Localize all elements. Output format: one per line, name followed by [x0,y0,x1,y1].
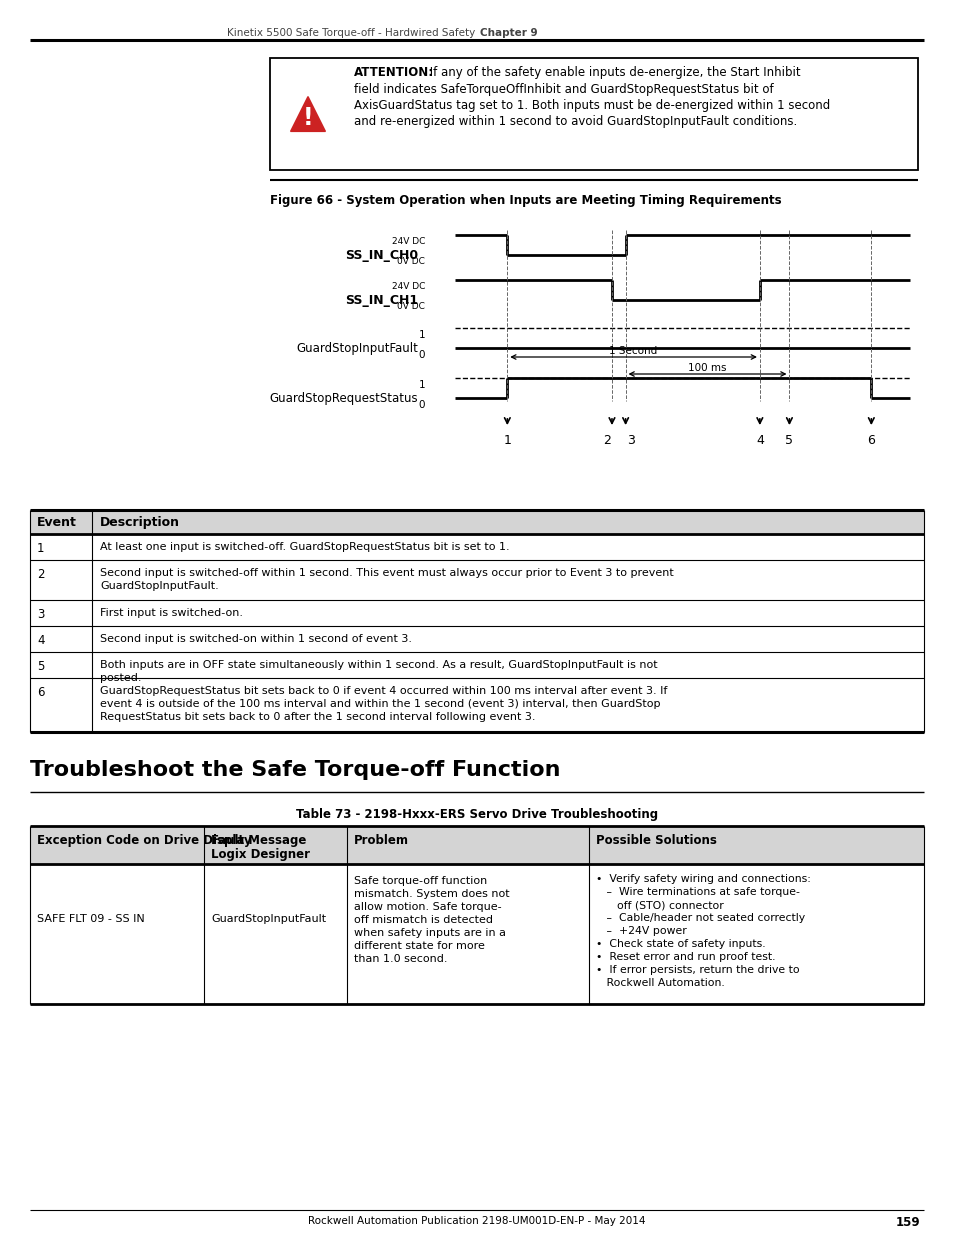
Text: different state for more: different state for more [354,941,485,951]
Text: event 4 is outside of the 100 ms interval and within the 1 second (event 3) inte: event 4 is outside of the 100 ms interva… [100,699,659,709]
Text: 0V DC: 0V DC [396,303,424,311]
Text: Exception Code on Drive Display: Exception Code on Drive Display [37,834,252,847]
Text: off mismatch is detected: off mismatch is detected [354,915,493,925]
Text: Table 73 - 2198-Hxxx-ERS Servo Drive Troubleshooting: Table 73 - 2198-Hxxx-ERS Servo Drive Tro… [295,808,658,821]
Text: RequestStatus bit sets back to 0 after the 1 second interval following event 3.: RequestStatus bit sets back to 0 after t… [100,713,535,722]
Text: –  +24V power: – +24V power [595,926,686,936]
Text: –  Wire terminations at safe torque-: – Wire terminations at safe torque- [595,887,799,897]
FancyBboxPatch shape [270,58,917,170]
Text: –  Cable/header not seated correctly: – Cable/header not seated correctly [595,913,804,923]
Text: Event: Event [37,516,77,529]
Text: Second input is switched-on within 1 second of event 3.: Second input is switched-on within 1 sec… [100,634,412,643]
Text: 4: 4 [755,433,763,447]
Text: 4: 4 [37,634,45,647]
Text: 0: 0 [418,350,424,359]
Text: 159: 159 [895,1216,919,1229]
Polygon shape [291,96,325,131]
Text: mismatch. System does not: mismatch. System does not [354,889,510,899]
Text: Rockwell Automation.: Rockwell Automation. [595,978,723,988]
Text: than 1.0 second.: than 1.0 second. [354,953,447,965]
Text: 0V DC: 0V DC [396,257,424,266]
Bar [270,58,917,170]
Text: •  Check state of safety inputs.: • Check state of safety inputs. [595,939,764,948]
Text: GuardStopInputFault.: GuardStopInputFault. [100,580,218,592]
Text: Possible Solutions: Possible Solutions [595,834,716,847]
Text: Rockwell Automation Publication 2198-UM001D-EN-P - May 2014: Rockwell Automation Publication 2198-UM0… [308,1216,645,1226]
Text: •  Verify safety wiring and connections:: • Verify safety wiring and connections: [595,874,810,884]
Bar [30,510,923,534]
Text: when safety inputs are in a: when safety inputs are in a [354,927,506,939]
Bar [30,826,923,864]
Text: GuardStopInputFault: GuardStopInputFault [295,342,417,354]
Text: At least one input is switched-off. GuardStopRequestStatus bit is set to 1.: At least one input is switched-off. Guar… [100,542,509,552]
Text: Logix Designer: Logix Designer [212,848,310,861]
Text: Troubleshoot the Safe Torque-off Function: Troubleshoot the Safe Torque-off Functio… [30,760,560,781]
Text: 24V DC: 24V DC [392,282,424,291]
Text: First input is switched-on.: First input is switched-on. [100,608,243,618]
Text: 5: 5 [37,659,45,673]
Text: 3: 3 [37,608,45,621]
Text: 6: 6 [866,433,874,447]
Text: 1 Second: 1 Second [609,346,657,356]
Text: 1: 1 [418,330,424,340]
Text: Figure 66 - System Operation when Inputs are Meeting Timing Requirements: Figure 66 - System Operation when Inputs… [270,194,781,207]
Text: Kinetix 5500 Safe Torque-off - Hardwired Safety: Kinetix 5500 Safe Torque-off - Hardwired… [227,28,475,38]
Text: Problem: Problem [354,834,409,847]
Text: 0: 0 [418,400,424,410]
Text: posted.: posted. [100,673,141,683]
Text: and re-energized within 1 second to avoid GuardStopInputFault conditions.: and re-energized within 1 second to avoi… [354,116,797,128]
Text: GuardStopInputFault: GuardStopInputFault [212,914,326,924]
Text: Chapter 9: Chapter 9 [479,28,537,38]
Text: If any of the safety enable inputs de-energize, the Start Inhibit: If any of the safety enable inputs de-en… [426,65,800,79]
Text: 24V DC: 24V DC [392,237,424,246]
Text: 1: 1 [37,542,45,555]
Text: Fault Message: Fault Message [212,834,306,847]
Text: 2: 2 [602,433,610,447]
Text: Second input is switched-off within 1 second. This event must always occur prior: Second input is switched-off within 1 se… [100,568,673,578]
Text: 3: 3 [626,433,634,447]
Text: allow motion. Safe torque-: allow motion. Safe torque- [354,902,501,911]
Text: Description: Description [100,516,180,529]
Text: •  If error persists, return the drive to: • If error persists, return the drive to [595,965,799,974]
Text: field indicates SafeTorqueOffInhibit and GuardStopRequestStatus bit of: field indicates SafeTorqueOffInhibit and… [354,83,773,95]
Text: off (STO) connector: off (STO) connector [595,900,722,910]
Text: Both inputs are in OFF state simultaneously within 1 second. As a result, GuardS: Both inputs are in OFF state simultaneou… [100,659,657,671]
Text: GuardStopRequestStatus bit sets back to 0 if event 4 occurred within 100 ms inte: GuardStopRequestStatus bit sets back to … [100,685,667,697]
Text: SS_IN_CH0: SS_IN_CH0 [345,249,417,262]
Text: !: ! [302,106,313,130]
Text: AxisGuardStatus tag set to 1. Both inputs must be de-energized within 1 second: AxisGuardStatus tag set to 1. Both input… [354,99,829,112]
Text: •  Reset error and run proof test.: • Reset error and run proof test. [595,952,775,962]
Text: 5: 5 [784,433,793,447]
Text: GuardStopRequestStatus: GuardStopRequestStatus [269,391,417,405]
Text: 100 ms: 100 ms [687,363,726,373]
Text: 2: 2 [37,568,45,580]
Text: 1: 1 [503,433,511,447]
Text: SAFE FLT 09 - SS IN: SAFE FLT 09 - SS IN [37,914,145,924]
Text: 6: 6 [37,685,45,699]
Text: SS_IN_CH1: SS_IN_CH1 [345,294,417,308]
Text: 1: 1 [418,380,424,390]
Text: Safe torque-off function: Safe torque-off function [354,876,487,885]
Text: ATTENTION:: ATTENTION: [354,65,434,79]
